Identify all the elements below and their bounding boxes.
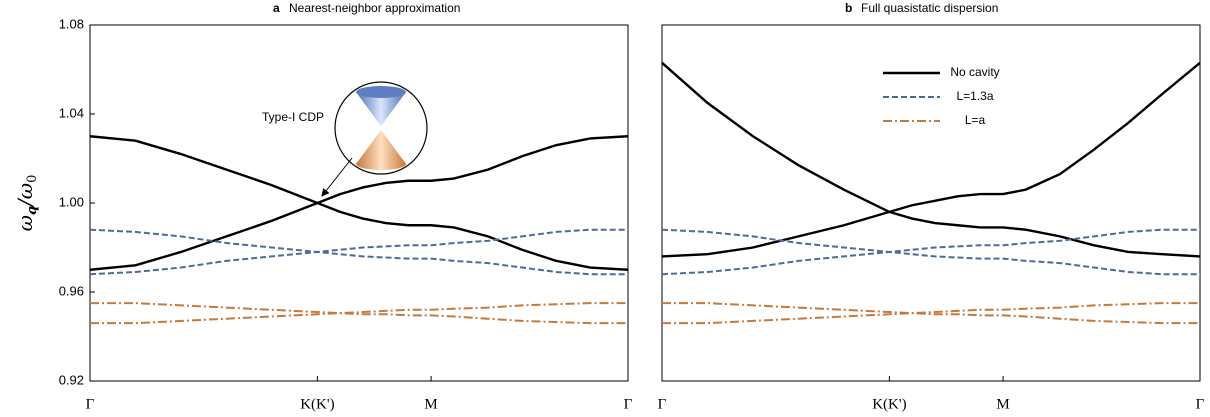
x-tick-label: K(K') — [872, 396, 906, 412]
x-tick-label: K(K') — [300, 396, 334, 412]
y-tick-label: 1.00 — [59, 194, 84, 209]
y-axis-label-part: q — [25, 206, 40, 215]
x-tick-label: M — [996, 396, 1009, 412]
panel-title: Full quasistatic dispersion — [861, 1, 998, 15]
y-tick-label: 0.96 — [59, 283, 84, 298]
band-line — [662, 230, 1200, 275]
plot-frame — [90, 25, 628, 381]
x-tick-label: M — [424, 396, 437, 412]
y-tick-label: 1.04 — [59, 105, 84, 120]
cone-inset — [322, 82, 427, 196]
y-axis-label-part: ω — [13, 215, 37, 231]
panel-label: b — [845, 1, 852, 15]
band-line — [662, 63, 1200, 257]
panel: b Full quasistatic dispersion Γ K(K') M Γ No c… — [658, 1, 1205, 412]
band-line — [90, 303, 628, 323]
plot-frame — [662, 25, 1200, 381]
y-axis-label-part: 0 — [25, 175, 40, 183]
band-line — [662, 303, 1200, 323]
panel-title: Nearest-neighbor approximation — [289, 1, 460, 15]
band-line — [662, 63, 1200, 257]
panel-label: a — [273, 1, 280, 15]
y-axis-label-part: /ω — [13, 183, 37, 208]
annotation: Type-I CDP — [262, 110, 324, 124]
legend-label: L=a — [965, 113, 986, 127]
x-tick-label: Γ — [658, 396, 667, 412]
y-tick-label: 1.08 — [59, 16, 84, 31]
legend-label: No cavity — [950, 65, 999, 79]
x-tick-label: Γ — [624, 396, 633, 412]
y-tick-label: 0.92 — [59, 372, 84, 387]
band-line — [662, 303, 1200, 323]
x-tick-label: Γ — [86, 396, 95, 412]
y-axis-label: ωq/ω0 — [13, 175, 40, 232]
x-tick-label: Γ — [1196, 396, 1205, 412]
figure: a Nearest-neighbor approximation 0.92 0.96 1… — [0, 0, 1210, 417]
band-line — [90, 303, 628, 323]
band-line — [90, 230, 628, 275]
panel: a Nearest-neighbor approximation 0.92 0.96 1… — [13, 1, 633, 412]
legend-label: L=1.3a — [956, 89, 993, 103]
